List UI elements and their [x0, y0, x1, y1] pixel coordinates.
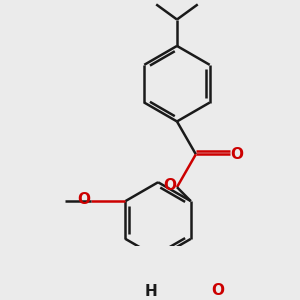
Text: O: O [211, 283, 224, 298]
Text: O: O [77, 192, 90, 207]
Text: O: O [230, 147, 243, 162]
Text: O: O [163, 178, 176, 193]
Text: H: H [144, 284, 157, 299]
